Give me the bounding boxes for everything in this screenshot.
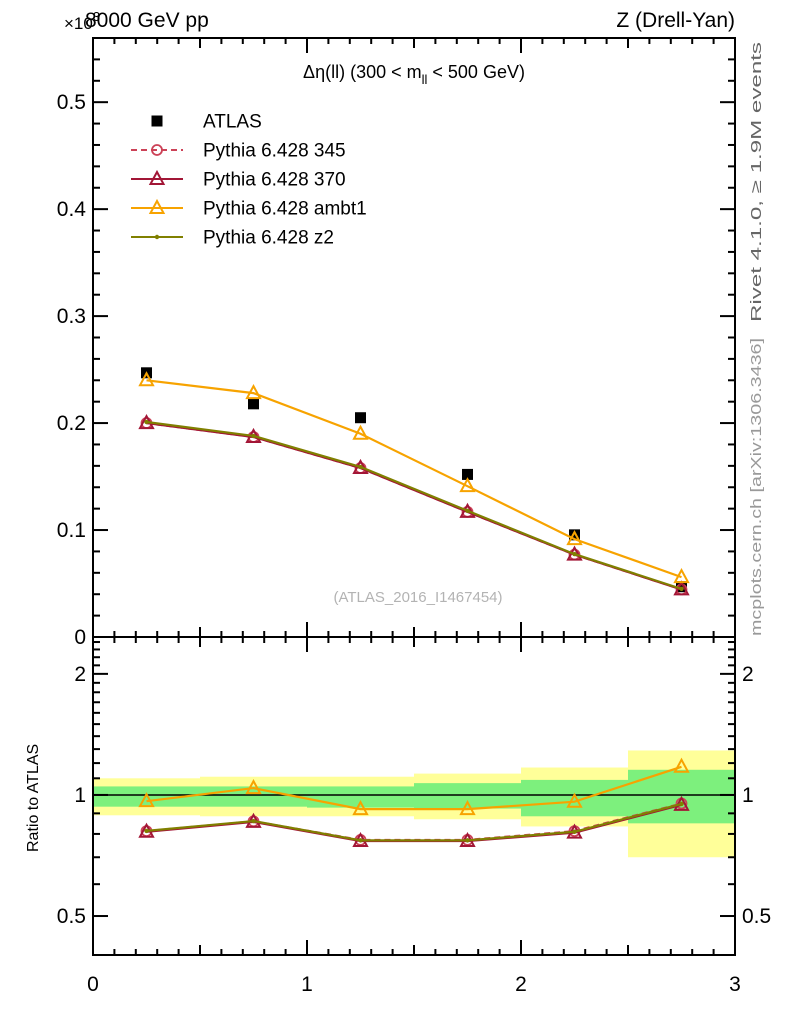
energy-title: 8000 GeV pp bbox=[85, 9, 209, 32]
main-series-marker bbox=[138, 371, 155, 387]
ratio-series-marker bbox=[465, 838, 470, 843]
main-series-marker bbox=[459, 477, 476, 493]
main-series-marker bbox=[462, 468, 473, 480]
legend-item: Pythia 6.428 ambt1 bbox=[131, 199, 367, 220]
legend-item: Pythia 6.428 370 bbox=[131, 170, 346, 191]
main-panel-frame bbox=[92, 37, 736, 638]
ratio-series-marker bbox=[673, 757, 690, 773]
ratio-series-marker bbox=[566, 792, 583, 808]
legend-label: Pythia 6.428 ambt1 bbox=[203, 199, 367, 220]
x-tick-label: 0 bbox=[87, 973, 99, 996]
main-series-marker bbox=[355, 412, 366, 424]
data-series bbox=[138, 367, 690, 848]
main-series-marker bbox=[144, 419, 149, 425]
main-series-marker bbox=[459, 502, 476, 518]
legend-item: Pythia 6.428 z2 bbox=[131, 228, 334, 249]
legend-label: Pythia 6.428 z2 bbox=[203, 228, 334, 249]
ratio-series-marker bbox=[138, 792, 155, 808]
ratio-series-marker bbox=[572, 829, 577, 834]
main-series-marker bbox=[465, 508, 470, 513]
main-series-marker bbox=[566, 530, 583, 546]
legend-item: ATLAS bbox=[151, 112, 262, 133]
green-band-bin bbox=[93, 786, 200, 807]
x-tick-label: 3 bbox=[729, 973, 741, 996]
ratio-series-marker bbox=[245, 778, 262, 795]
main-series-marker bbox=[352, 424, 369, 440]
main-series-marker bbox=[569, 529, 580, 541]
legend-label: Pythia 6.428 345 bbox=[203, 141, 346, 162]
mcplots-arxiv-note: mcplots.cern.ch [arXiv:1306.3436] bbox=[748, 338, 765, 636]
main-y-tick-label: 0.3 bbox=[57, 305, 86, 328]
main-y-tick-label: 0.4 bbox=[57, 198, 87, 221]
ratio-y-tick-label-right: 1 bbox=[742, 784, 754, 807]
main-series-line bbox=[146, 421, 682, 591]
ratio-series-marker bbox=[144, 828, 149, 834]
legend-label: Pythia 6.428 370 bbox=[203, 170, 346, 191]
main-series-marker bbox=[572, 551, 577, 557]
axis-tick-labels: 0 0.1 0.2 0.3 0.4 0.5 0.5 0.5 1 1 2 2 0 1 2 3 bbox=[57, 91, 771, 996]
axis-ticks bbox=[92, 37, 736, 956]
main-y-tick-label: 0 bbox=[74, 626, 86, 649]
ratio-y-tick-label-left: 2 bbox=[74, 663, 86, 686]
ratio-y-tick-label-right: 2 bbox=[742, 663, 754, 686]
ratio-series-line bbox=[146, 765, 682, 811]
ratio-series-marker bbox=[459, 800, 476, 816]
ratio-axis-label: Ratio to ATLAS bbox=[25, 744, 42, 852]
process-title: Z (Drell-Yan) bbox=[616, 9, 735, 32]
ratio-y-tick-label-right: 0.5 bbox=[742, 905, 771, 928]
main-series-marker bbox=[679, 586, 684, 592]
main-y-tick-label: 0.2 bbox=[57, 412, 86, 435]
legend-label: ATLAS bbox=[203, 112, 262, 133]
legend-marker bbox=[148, 198, 166, 214]
scale-factor-label: ×103 bbox=[64, 9, 100, 33]
x-tick-label: 2 bbox=[515, 973, 527, 996]
main-series-line bbox=[146, 379, 682, 579]
ratio-series-marker bbox=[358, 838, 363, 843]
main-series-marker bbox=[248, 398, 259, 410]
green-band-bin bbox=[307, 786, 414, 808]
rivet-version-note: Rivet 4.1.0, ≥ 1.9M events bbox=[748, 42, 765, 322]
legend-item: Pythia 6.428 345 bbox=[131, 141, 346, 162]
green-band-bin bbox=[521, 779, 628, 817]
main-panel-title: Δη(ll) (300 < mll < 500 GeV) bbox=[303, 62, 525, 87]
legend: ATLAS Pythia 6.428 345 Pythia 6.428 370 Pyt… bbox=[131, 112, 367, 249]
ratio-y-tick-label-left: 1 bbox=[74, 784, 86, 807]
main-series-marker bbox=[251, 433, 256, 439]
ratio-y-tick-label-left: 0.5 bbox=[57, 905, 86, 928]
analysis-watermark: (ATLAS_2016_I1467454) bbox=[333, 589, 502, 606]
ratio-series-line bbox=[146, 802, 682, 842]
main-series-marker bbox=[673, 568, 690, 584]
ratio-series-marker bbox=[352, 800, 369, 816]
main-y-tick-label: 0.1 bbox=[57, 519, 86, 542]
legend-marker bbox=[154, 234, 160, 240]
legend-marker bbox=[148, 169, 166, 185]
ratio-series-marker bbox=[679, 801, 684, 807]
legend-marker bbox=[151, 144, 163, 156]
main-series-marker bbox=[358, 464, 363, 470]
green-band-bin bbox=[414, 783, 521, 809]
ratio-series-marker bbox=[251, 818, 256, 824]
legend-marker bbox=[151, 115, 163, 127]
main-series-marker bbox=[245, 384, 262, 400]
x-tick-label: 1 bbox=[301, 973, 313, 996]
main-y-tick-label: 0.5 bbox=[57, 91, 86, 114]
main-series-line bbox=[146, 420, 682, 590]
